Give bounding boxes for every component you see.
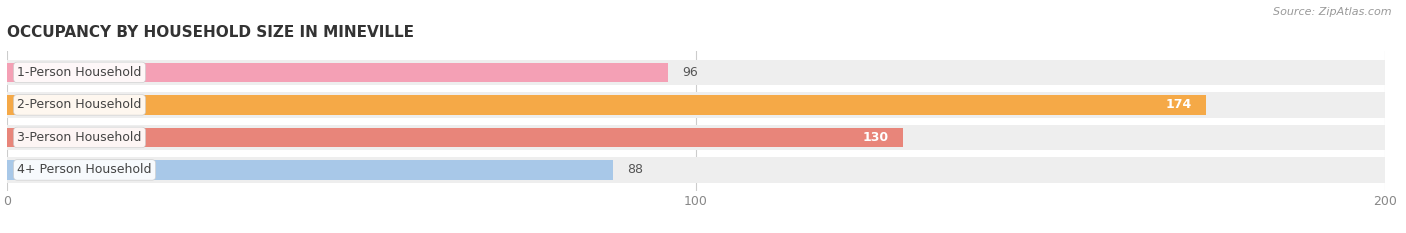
Bar [7,157,1385,183]
Text: 2-Person Household: 2-Person Household [17,98,142,111]
Text: 3-Person Household: 3-Person Household [17,131,142,144]
Bar [7,128,903,147]
Bar [7,160,613,180]
Text: 1-Person Household: 1-Person Household [17,66,142,79]
Text: 174: 174 [1166,98,1192,111]
Bar [7,60,1385,85]
Text: 96: 96 [682,66,697,79]
Bar [7,95,1206,115]
Text: Source: ZipAtlas.com: Source: ZipAtlas.com [1274,7,1392,17]
Text: 4+ Person Household: 4+ Person Household [17,163,152,176]
Bar [7,92,1385,118]
Bar [7,125,1385,150]
Text: 130: 130 [863,131,889,144]
Text: 88: 88 [627,163,643,176]
Text: OCCUPANCY BY HOUSEHOLD SIZE IN MINEVILLE: OCCUPANCY BY HOUSEHOLD SIZE IN MINEVILLE [7,25,413,40]
Bar [7,63,668,82]
